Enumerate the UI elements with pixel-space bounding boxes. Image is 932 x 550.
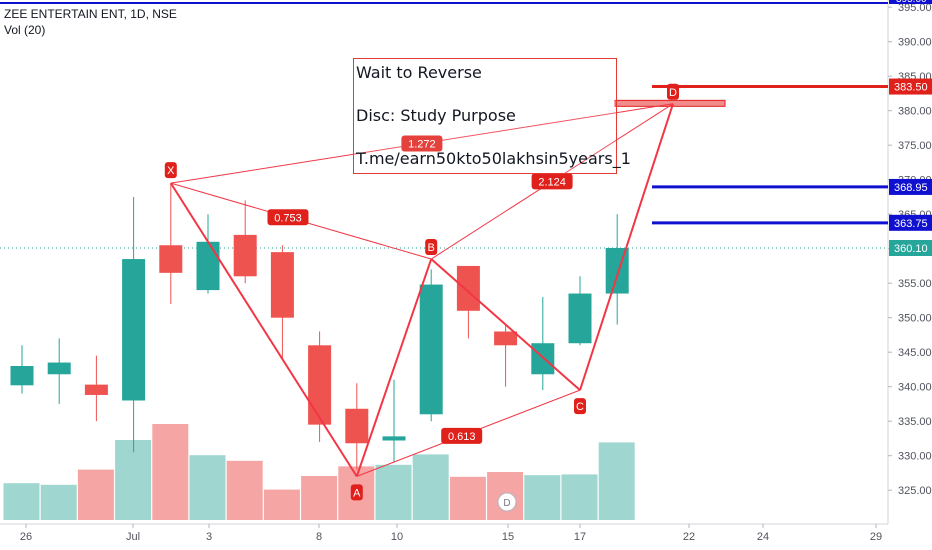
ratio-xb-label-bg	[267, 209, 309, 226]
level-price-label: 363.75	[894, 218, 928, 230]
volume-bar	[301, 476, 338, 520]
y-tick-label: 335.00	[898, 416, 932, 428]
x-tick-label: 29	[870, 531, 882, 543]
y-tick-label: 375.00	[898, 140, 932, 152]
pattern-leg	[430, 258, 581, 391]
chart-legend: ZEE ENTERTAIN ENT, 1D, NSE Vol (20)	[4, 6, 177, 38]
volume-bar	[3, 483, 40, 520]
note-textbox[interactable]: Wait to Reverse Disc: Study Purpose T.me…	[353, 58, 631, 174]
x-tick-label: 26	[20, 531, 32, 543]
candle-body	[382, 436, 406, 441]
candle-body	[10, 365, 34, 386]
candle-body	[419, 284, 443, 415]
pattern-leg	[355, 258, 433, 477]
volume-bar	[449, 476, 486, 520]
point-a-label: A	[353, 487, 361, 499]
volume-bar	[561, 474, 598, 520]
point-c-bg	[574, 398, 586, 415]
point-b-label: B	[428, 242, 435, 254]
top-level-price-tag	[889, 0, 932, 4]
x-tick-label: 17	[574, 531, 586, 543]
event-marker-icon	[497, 492, 517, 512]
note-line-1: Wait to Reverse	[356, 63, 482, 82]
x-tick-label: 15	[502, 531, 514, 543]
x-tick-label: 10	[391, 531, 403, 543]
ratio-xb-label: 0.753	[274, 212, 302, 224]
volume-bar	[77, 469, 114, 520]
volume-bar	[375, 464, 412, 520]
x-tick-label: 3	[206, 531, 212, 543]
y-tick-label: 395.00	[898, 2, 932, 14]
volume-bar	[115, 440, 152, 520]
candle-body	[494, 331, 518, 346]
candle-body	[233, 234, 257, 277]
x-tick-label: 8	[316, 531, 322, 543]
point-c-label: C	[576, 401, 584, 413]
top-level-price-label: 395.00	[896, 0, 927, 5]
volume-bar	[524, 475, 561, 520]
ratio-bd-label: 2.124	[538, 176, 566, 188]
y-tick-label: 355.00	[898, 278, 932, 290]
point-d-label: D	[669, 87, 677, 99]
volume-bar	[412, 454, 449, 520]
candle-body	[196, 241, 220, 291]
level-price-label: 368.95	[894, 182, 928, 194]
y-tick-label: 345.00	[898, 347, 932, 359]
note-line-3: T.me/earn50kto50lakhsin5years_1	[356, 149, 631, 168]
last-price-label: 360.10	[894, 243, 928, 255]
volume-bar	[189, 455, 226, 520]
volume-bar	[40, 484, 77, 520]
x-tick-label: Jul	[126, 531, 140, 543]
y-tick-label: 350.00	[898, 313, 932, 325]
ratio-xd-label: 1.272	[408, 138, 436, 150]
y-tick-label: 330.00	[898, 451, 932, 463]
volume-indicator-title: Vol (20)	[4, 23, 46, 37]
prz-box	[614, 99, 726, 107]
volume-bar	[598, 442, 635, 520]
level-price-tag	[889, 178, 932, 195]
ratio-ac-label-bg	[441, 427, 483, 444]
point-a-bg	[350, 484, 363, 501]
y-tick-label: 325.00	[898, 485, 932, 497]
ratio-bd-label-bg	[531, 173, 573, 190]
x-tick-label: 24	[757, 531, 769, 543]
volume-bar	[152, 424, 189, 520]
point-x-bg	[164, 162, 177, 179]
candle-body	[345, 408, 369, 444]
symbol-title: ZEE ENTERTAIN ENT, 1D, NSE	[4, 7, 177, 21]
candle-body	[270, 252, 294, 318]
ratio-ac-label: 0.613	[448, 431, 476, 443]
candle-body	[568, 293, 592, 344]
point-x-label: X	[167, 165, 175, 177]
candle-body	[308, 345, 332, 425]
level-price-tag	[889, 78, 932, 95]
volume-bar	[226, 460, 263, 520]
y-tick-label: 340.00	[898, 382, 932, 394]
candle-body	[84, 384, 108, 395]
point-d-bg	[667, 83, 679, 100]
note-line-2: Disc: Study Purpose	[356, 106, 516, 125]
point-b-bg	[425, 239, 438, 256]
volume-bar	[263, 489, 300, 520]
candle-body	[47, 362, 71, 375]
y-tick-label: 380.00	[898, 106, 932, 118]
candle-body	[159, 245, 183, 273]
candle-body	[122, 259, 146, 401]
level-price-tag	[889, 214, 932, 231]
pattern-leg	[579, 103, 674, 391]
level-price-label: 383.50	[894, 82, 928, 94]
candle-body	[456, 265, 480, 311]
pattern-leg	[169, 182, 358, 477]
candle-body	[531, 343, 555, 375]
ratio-xd-label-bg	[401, 135, 443, 152]
event-marker-label: D	[503, 498, 510, 509]
y-tick-label: 390.00	[898, 37, 932, 49]
x-tick-label: 22	[683, 531, 695, 543]
candle-body	[605, 248, 629, 294]
last-price-tag	[889, 240, 932, 256]
